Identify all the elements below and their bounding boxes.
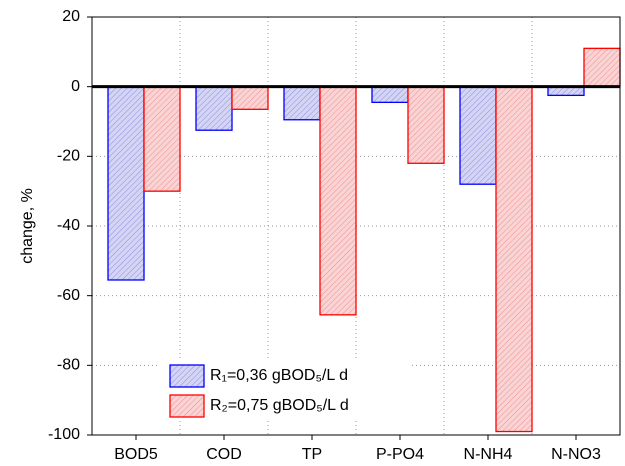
- y-tick-label: 0: [71, 78, 80, 95]
- bar: [195, 86, 233, 131]
- bar: [283, 86, 321, 121]
- bar: [107, 86, 145, 281]
- bar: [231, 86, 269, 110]
- y-tick-label: -20: [57, 148, 80, 165]
- x-tick-label: COD: [206, 446, 242, 463]
- legend-swatch: [169, 364, 205, 388]
- y-axis-label: change, %: [19, 188, 36, 264]
- y-tick-label: -60: [57, 287, 80, 304]
- y-tick-label: -40: [57, 217, 80, 234]
- x-tick-label: TP: [302, 446, 322, 463]
- x-tick-label: P-PO4: [376, 446, 424, 463]
- bar: [371, 86, 409, 103]
- x-tick-label: N-NO3: [551, 446, 601, 463]
- plot-frame: [91, 16, 621, 436]
- legend-label: R₁=0,36 gBOD₅/L d: [210, 367, 348, 384]
- bar: [143, 86, 181, 192]
- bar: [495, 86, 533, 433]
- y-tick-label: 20: [62, 8, 80, 25]
- legend-label: R₂=0,75 gBOD₅/L d: [210, 397, 349, 414]
- bar: [407, 86, 445, 164]
- x-tick-label: BOD5: [114, 446, 158, 463]
- y-tick-label: -80: [57, 357, 80, 374]
- y-tick-label: -100: [48, 426, 80, 443]
- x-tick-label: N-NH4: [464, 446, 513, 463]
- legend-swatch: [169, 394, 205, 418]
- bar: [319, 86, 357, 316]
- bar: [459, 86, 497, 185]
- bar: [583, 47, 621, 88]
